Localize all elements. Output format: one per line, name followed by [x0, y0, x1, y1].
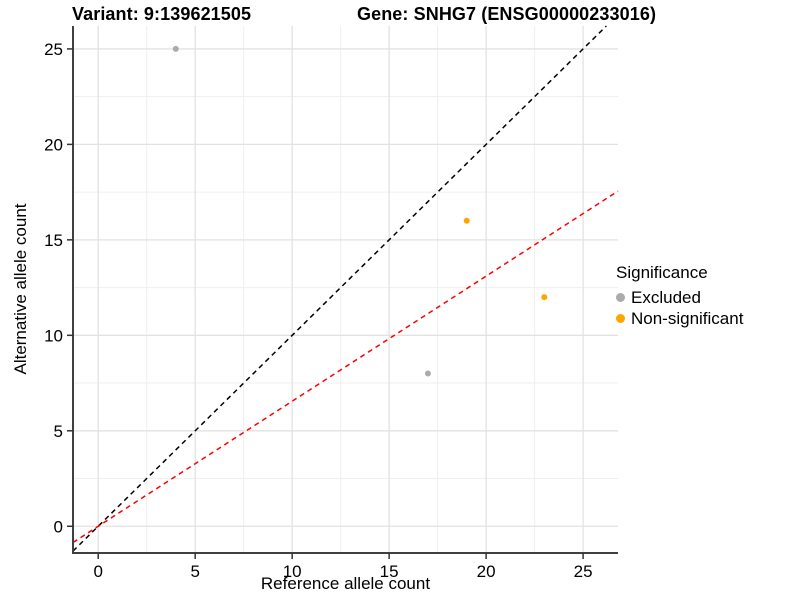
- y-tick-label: 10: [44, 326, 63, 345]
- data-point: [172, 45, 179, 52]
- x-tick-label: 10: [283, 562, 302, 581]
- x-tick-label: 25: [574, 562, 593, 581]
- x-axis-label: Reference allele count: [260, 574, 431, 593]
- y-tick-label: 25: [44, 40, 63, 59]
- x-tick-label: 20: [477, 562, 496, 581]
- data-point: [541, 294, 548, 301]
- x-tick-label: 15: [380, 562, 399, 581]
- estimated-ratio-line: [72, 190, 619, 544]
- data-point: [463, 217, 470, 224]
- legend-item-label: Non-significant: [631, 308, 744, 328]
- y-tick-label: 5: [54, 422, 63, 441]
- y-tick-label: 0: [54, 517, 63, 536]
- data-point: [424, 370, 431, 377]
- legend-item-non-significant: Non-significant: [616, 308, 743, 329]
- legend-title: Significance: [616, 263, 708, 282]
- x-tick-label: 5: [190, 562, 199, 581]
- legend-item-excluded: Excluded: [616, 287, 743, 308]
- y-tick-label: 20: [44, 135, 63, 154]
- legend: Significance Excluded Non-significant: [616, 263, 743, 329]
- plot-title-gene: Gene: SNHG7 (ENSG00000233016): [357, 4, 657, 24]
- identity-line: [72, 25, 607, 552]
- plot-title-variant: Variant: 9:139621505: [72, 4, 252, 24]
- x-tick-label: 0: [93, 562, 102, 581]
- excluded-dot-icon: [616, 293, 625, 302]
- y-tick-label: 15: [44, 231, 63, 250]
- non-significant-dot-icon: [616, 314, 625, 323]
- legend-item-label: Excluded: [631, 287, 701, 307]
